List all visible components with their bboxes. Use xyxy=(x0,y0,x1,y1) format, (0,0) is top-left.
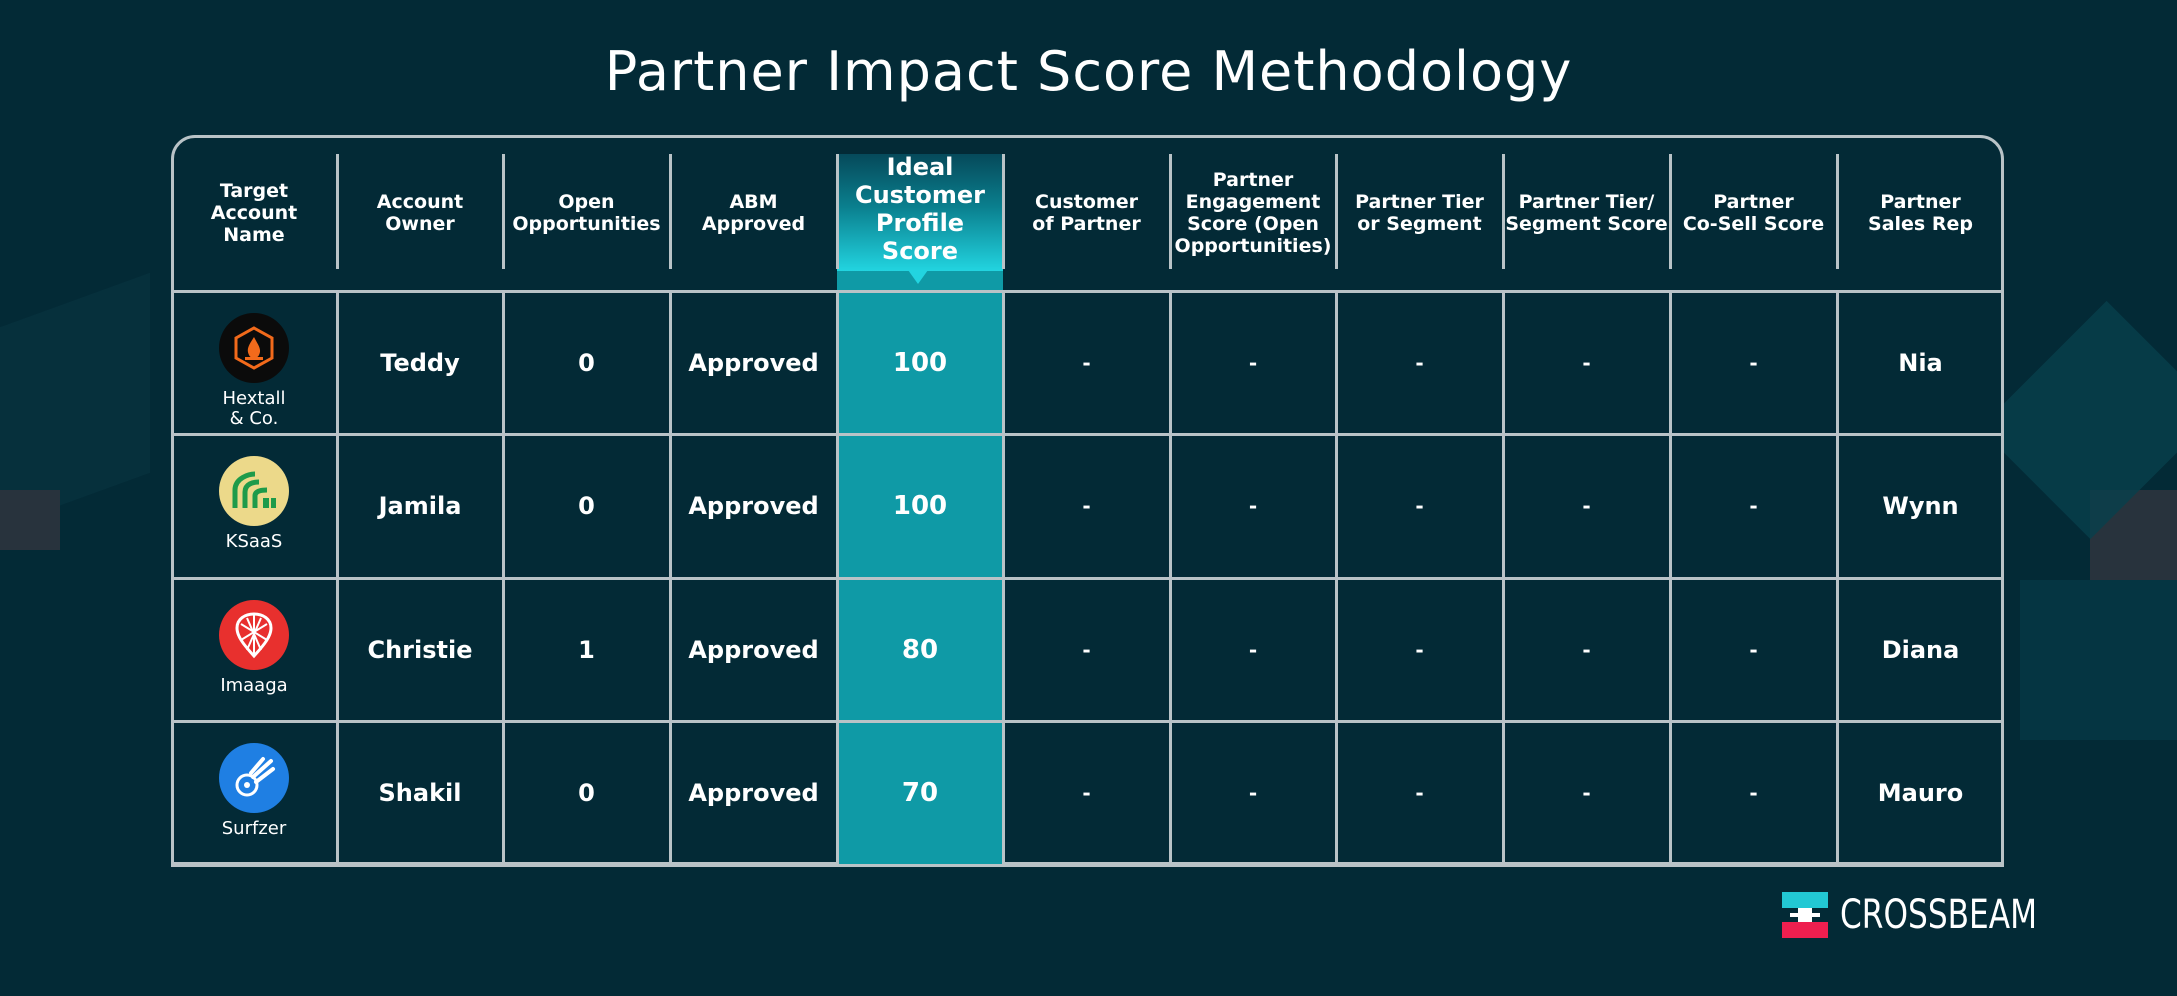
sales-rep-cell: Nia xyxy=(1898,348,1943,377)
table-frame xyxy=(171,135,2004,865)
grid-line xyxy=(836,154,839,269)
partner-tier-cell: - xyxy=(1415,637,1424,662)
grid-line xyxy=(171,433,2004,436)
grid-line xyxy=(1169,154,1172,269)
account-owner-cell: Shakil xyxy=(378,779,462,807)
account-owner-cell: Teddy xyxy=(380,348,460,377)
partner-tier-cell: - xyxy=(1415,494,1424,518)
account-name: Hextall & Co. xyxy=(222,388,286,429)
column-header: Account Owner xyxy=(376,190,464,235)
partner-tier-cell: - xyxy=(1415,350,1424,375)
column-header: Open Opportunities xyxy=(512,190,661,235)
column-header: Target Account Name xyxy=(210,179,298,246)
partner-tier-cell: - xyxy=(1415,781,1424,805)
abm-approved-cell: Approved xyxy=(688,779,819,807)
column-header: Partner Tier or Segment xyxy=(1355,190,1484,235)
cosell-score-cell: - xyxy=(1749,637,1758,662)
customer-of-partner-cell: - xyxy=(1082,781,1091,805)
column-header: ABM Approved xyxy=(701,190,806,235)
sales-rep-cell: Mauro xyxy=(1877,779,1964,807)
open-opportunities-cell: 0 xyxy=(578,348,595,377)
open-opportunities-cell: 0 xyxy=(578,779,595,807)
column-header: Ideal Customer Profile Score xyxy=(854,153,986,265)
grid-line xyxy=(171,720,2004,723)
grid-line xyxy=(1502,154,1505,269)
grid-line xyxy=(1335,154,1338,269)
customer-of-partner-cell: - xyxy=(1082,637,1091,662)
brand-name: CROSSBEAM xyxy=(1840,892,2038,938)
flame-shield-icon xyxy=(219,313,289,383)
column-header: Partner Co-Sell Score xyxy=(1682,190,1825,235)
background-shape xyxy=(2020,580,2177,740)
background-shape xyxy=(0,490,60,550)
customer-of-partner-cell: - xyxy=(1082,494,1091,518)
grid-line xyxy=(669,154,672,269)
engagement-score-cell: - xyxy=(1248,637,1258,662)
grid-line xyxy=(1002,154,1005,269)
crossbeam-mark-icon xyxy=(1782,892,1828,938)
lattice-pin-icon xyxy=(219,600,289,670)
target-account-cell: KSaaS xyxy=(171,456,337,552)
cosell-score-cell: - xyxy=(1749,350,1758,375)
abm-approved-cell: Approved xyxy=(688,492,819,520)
column-header: Customer of Partner xyxy=(1032,190,1141,235)
abm-approved-cell: Approved xyxy=(688,348,819,377)
abm-approved-cell: Approved xyxy=(688,635,819,664)
engagement-score-cell: - xyxy=(1248,494,1258,518)
grid-line xyxy=(502,154,505,269)
sales-rep-cell: Diana xyxy=(1881,635,1960,664)
target-account-cell: Surfzer xyxy=(171,743,337,839)
customer-of-partner-cell: - xyxy=(1082,350,1091,375)
grid-line xyxy=(171,864,2004,867)
open-opportunities-cell: 1 xyxy=(578,635,595,664)
open-opportunities-cell: 0 xyxy=(578,492,595,520)
engagement-score-cell: - xyxy=(1248,781,1258,805)
icp-score-cell: 80 xyxy=(901,634,939,665)
column-header: Partner Tier/ Segment Score xyxy=(1505,190,1668,235)
tier-score-cell: - xyxy=(1582,494,1591,518)
grid-line xyxy=(171,577,2004,580)
grid-line xyxy=(1836,154,1839,269)
sales-rep-cell: Wynn xyxy=(1882,492,1959,520)
grid-line xyxy=(1669,154,1672,269)
tier-score-cell: - xyxy=(1582,781,1591,805)
account-name: KSaaS xyxy=(225,531,283,552)
arches-icon xyxy=(219,456,289,526)
engagement-score-cell: - xyxy=(1248,350,1258,375)
column-header: Partner Engagement Score (Open Opportuni… xyxy=(1174,168,1332,257)
cosell-score-cell: - xyxy=(1749,494,1758,518)
target-account-cell: Imaaga xyxy=(171,600,337,696)
grid-line xyxy=(336,154,339,269)
account-name: Imaaga xyxy=(220,675,288,696)
icp-header-pointer xyxy=(908,270,928,284)
account-owner-cell: Jamila xyxy=(378,492,462,520)
brand-logo: CROSSBEAM xyxy=(1782,892,2093,938)
page-title: Partner Impact Score Methodology xyxy=(604,40,1573,103)
account-owner-cell: Christie xyxy=(367,635,473,664)
comet-icon xyxy=(219,743,289,813)
tier-score-cell: - xyxy=(1582,637,1591,662)
icp-score-cell: 100 xyxy=(892,491,948,521)
target-account-cell: Hextall & Co. xyxy=(171,313,337,429)
tier-score-cell: - xyxy=(1582,350,1591,375)
column-header: Partner Sales Rep xyxy=(1868,190,1973,235)
icp-score-cell: 70 xyxy=(901,778,939,808)
account-name: Surfzer xyxy=(221,818,287,839)
icp-score-cell: 100 xyxy=(892,347,948,378)
cosell-score-cell: - xyxy=(1749,781,1758,805)
icp-header-highlight xyxy=(837,154,1003,271)
grid-line xyxy=(171,290,2004,293)
